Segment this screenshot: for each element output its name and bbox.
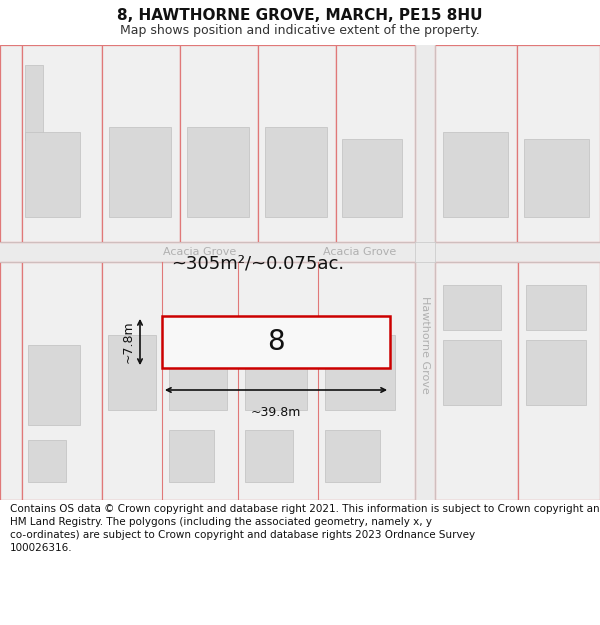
Text: 8: 8 — [267, 328, 285, 356]
Bar — [342, 139, 402, 217]
Bar — [415, 45, 435, 500]
Bar — [169, 430, 214, 482]
Bar — [245, 335, 307, 410]
Bar — [245, 430, 293, 482]
Bar — [169, 335, 227, 410]
Bar — [518, 262, 600, 500]
Bar — [22, 262, 102, 500]
Bar — [443, 340, 501, 405]
Bar — [517, 45, 600, 242]
Bar — [102, 262, 415, 500]
Bar — [325, 335, 395, 410]
Bar — [109, 127, 171, 217]
Bar — [28, 345, 80, 425]
Bar — [526, 285, 586, 330]
Text: Map shows position and indicative extent of the property.: Map shows position and indicative extent… — [120, 24, 480, 37]
Text: 8, HAWTHORNE GROVE, MARCH, PE15 8HU: 8, HAWTHORNE GROVE, MARCH, PE15 8HU — [117, 8, 483, 23]
Bar — [526, 340, 586, 405]
Bar — [443, 132, 508, 217]
Bar — [25, 132, 80, 217]
Text: Contains OS data © Crown copyright and database right 2021. This information is : Contains OS data © Crown copyright and d… — [10, 504, 600, 553]
Text: ~305m²/~0.075ac.: ~305m²/~0.075ac. — [171, 255, 344, 273]
Bar — [0, 45, 22, 242]
Text: ~7.8m: ~7.8m — [122, 321, 135, 363]
Text: Acacia Grove: Acacia Grove — [163, 247, 236, 257]
Bar — [0, 262, 22, 500]
Bar — [524, 139, 589, 217]
Bar — [187, 127, 249, 217]
Bar — [102, 45, 180, 242]
Bar — [108, 335, 156, 410]
Bar — [435, 262, 518, 500]
Text: ~39.8m: ~39.8m — [251, 406, 301, 419]
Bar — [28, 440, 66, 482]
Bar — [443, 285, 501, 330]
Bar — [162, 316, 390, 368]
Text: Hawthorne Grove: Hawthorne Grove — [420, 296, 430, 394]
Bar — [22, 45, 102, 242]
Bar — [25, 65, 43, 140]
Bar — [180, 45, 258, 242]
Bar — [435, 45, 517, 242]
Bar — [258, 45, 336, 242]
Bar — [265, 127, 327, 217]
Bar — [0, 242, 600, 262]
Text: Acacia Grove: Acacia Grove — [323, 247, 397, 257]
Bar — [325, 430, 380, 482]
Bar — [336, 45, 415, 242]
